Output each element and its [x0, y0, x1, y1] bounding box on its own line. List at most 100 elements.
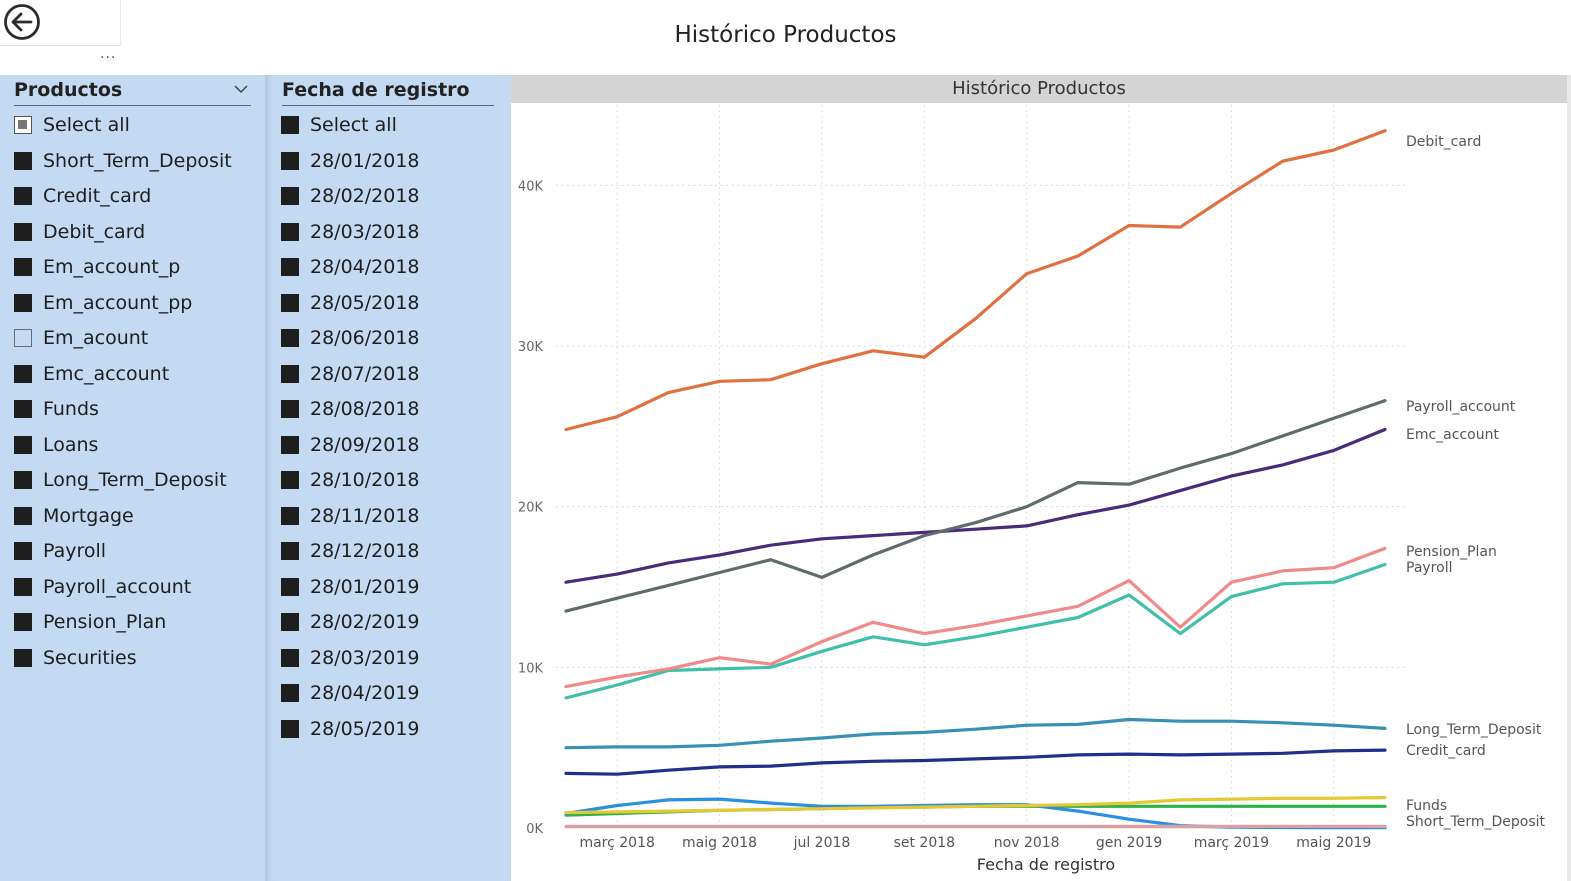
product-item[interactable]: Credit_card: [14, 181, 151, 211]
checkbox-icon[interactable]: [281, 400, 299, 418]
checkbox-icon[interactable]: [281, 577, 299, 596]
product-item[interactable]: Em_acount: [14, 323, 148, 353]
checkbox-icon[interactable]: [281, 648, 299, 667]
product-item[interactable]: Payroll_account: [14, 572, 191, 602]
product-item[interactable]: Select all: [14, 110, 130, 140]
checkbox-icon[interactable]: [14, 542, 32, 560]
product-item-label: Securities: [43, 646, 137, 669]
checkbox-icon[interactable]: [281, 719, 299, 738]
checkbox-icon[interactable]: [281, 542, 299, 560]
y-tick-label: 10K: [518, 661, 544, 676]
checkbox-icon[interactable]: [14, 648, 32, 667]
checkbox-icon[interactable]: [281, 293, 299, 312]
series-label: Payroll: [1406, 560, 1452, 576]
checkbox-icon[interactable]: [281, 435, 299, 454]
checkbox-icon[interactable]: [281, 613, 299, 631]
line-chart-visual: 0K 10K 20K 30K 40K març 2018 maig 2018 jul 2018…: [511, 75, 1567, 881]
products-slicer-header[interactable]: Productos: [14, 79, 251, 106]
date-item[interactable]: 28/03/2019: [281, 643, 420, 673]
checkbox-icon[interactable]: [14, 577, 32, 596]
y-tick-label: 40K: [518, 179, 544, 194]
series-line: [564, 748, 1387, 776]
checkbox-icon[interactable]: [14, 471, 32, 489]
product-item-label: Short_Term_Deposit: [43, 149, 232, 172]
checkbox-icon[interactable]: [14, 613, 32, 631]
product-item[interactable]: Pension_Plan: [14, 607, 166, 637]
checkbox-icon[interactable]: [281, 187, 299, 205]
product-item[interactable]: Loans: [14, 430, 98, 460]
checkbox-icon[interactable]: [281, 151, 299, 170]
date-item-label: 28/02/2018: [310, 185, 420, 207]
checkbox-icon[interactable]: [14, 222, 32, 241]
product-item[interactable]: Em_account_pp: [14, 288, 192, 318]
y-tick-label: 0K: [526, 822, 543, 837]
x-tick-label: set 2018: [894, 835, 955, 851]
checkbox-icon[interactable]: [14, 329, 32, 347]
date-item[interactable]: 28/02/2018: [281, 181, 420, 211]
series-line: [564, 795, 1387, 815]
date-item[interactable]: 28/06/2018: [281, 323, 420, 353]
series-line: [564, 717, 1387, 750]
checkbox-icon[interactable]: [281, 471, 299, 489]
checkbox-icon[interactable]: [281, 258, 299, 276]
date-item[interactable]: 28/05/2019: [281, 714, 420, 744]
checkbox-icon[interactable]: [281, 364, 299, 383]
product-item[interactable]: Securities: [14, 643, 137, 673]
dates-slicer: Fecha de registro Select all 28/01/2018 28…: [265, 75, 511, 881]
x-tick-label: nov 2018: [994, 835, 1060, 851]
checkbox-icon[interactable]: [281, 116, 299, 134]
product-item[interactable]: Short_Term_Deposit: [14, 146, 232, 176]
chevron-down-icon[interactable]: [233, 81, 249, 97]
dates-slicer-header: Fecha de registro: [282, 79, 494, 106]
product-item[interactable]: Mortgage: [14, 501, 134, 531]
date-item-label: 28/09/2018: [310, 433, 420, 456]
date-item[interactable]: 28/04/2019: [281, 678, 420, 708]
date-item-label: Select all: [310, 114, 397, 136]
checkbox-icon[interactable]: [14, 400, 32, 418]
product-item-label: Mortgage: [43, 504, 134, 527]
x-tick-label: maig 2019: [1296, 835, 1371, 851]
product-item-label: Em_acount: [43, 327, 149, 349]
date-item[interactable]: 28/01/2019: [281, 572, 420, 602]
product-item[interactable]: Emc_account: [14, 359, 169, 389]
checkbox-icon[interactable]: [281, 684, 299, 702]
date-item[interactable]: 28/04/2018: [281, 252, 420, 282]
product-item[interactable]: Long_Term_Deposit: [14, 465, 227, 495]
date-item[interactable]: 28/08/2018: [281, 394, 420, 424]
checkbox-icon[interactable]: [14, 506, 32, 525]
checkbox-icon[interactable]: [14, 435, 32, 454]
series-line: [564, 129, 1387, 432]
date-item[interactable]: 28/02/2019: [281, 607, 420, 637]
more-options-icon[interactable]: ...: [100, 46, 117, 62]
checkbox-icon[interactable]: [14, 116, 32, 134]
date-item[interactable]: Select all: [281, 110, 397, 140]
checkbox-icon[interactable]: [14, 293, 32, 312]
checkbox-icon[interactable]: [14, 364, 32, 383]
date-item[interactable]: 28/09/2018: [281, 430, 420, 460]
checkbox-icon[interactable]: [14, 258, 32, 276]
back-arrow-icon[interactable]: [3, 3, 41, 41]
checkbox-icon[interactable]: [14, 151, 32, 170]
product-item[interactable]: Funds: [14, 394, 99, 424]
product-item[interactable]: Em_account_p: [14, 252, 180, 282]
series-label: Credit_card: [1406, 743, 1486, 759]
checkbox-icon[interactable]: [281, 222, 299, 241]
date-item[interactable]: 28/05/2018: [281, 288, 420, 318]
checkbox-icon[interactable]: [14, 187, 32, 205]
date-item-label: 28/01/2018: [310, 149, 420, 172]
checkbox-icon[interactable]: [281, 329, 299, 347]
product-item[interactable]: Payroll: [14, 536, 106, 566]
checkbox-icon[interactable]: [281, 506, 299, 525]
date-item[interactable]: 28/10/2018: [281, 465, 420, 495]
date-item[interactable]: 28/12/2018: [281, 536, 420, 566]
date-item-label: 28/08/2018: [310, 398, 420, 420]
product-item[interactable]: Debit_card: [14, 217, 145, 247]
date-item[interactable]: 28/11/2018: [281, 501, 420, 531]
date-item[interactable]: 28/03/2018: [281, 217, 420, 247]
date-item[interactable]: 28/07/2018: [281, 359, 420, 389]
page-scrollbar[interactable]: [1567, 75, 1571, 881]
back-button-container: [0, 0, 121, 46]
date-item[interactable]: 28/01/2018: [281, 146, 420, 176]
date-item-label: 28/05/2019: [310, 717, 420, 740]
series-line: [564, 562, 1387, 700]
